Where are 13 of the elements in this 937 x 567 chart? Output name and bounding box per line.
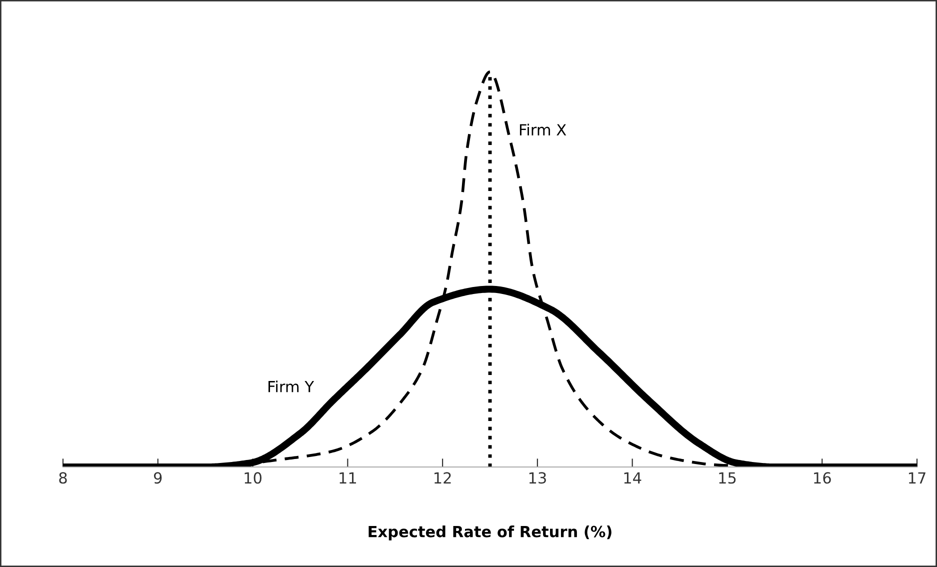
x-tick-label: 17 [908,472,926,484]
x-tick-label: 16 [814,472,831,484]
x-axis-title: Expected Rate of Return (%) [368,526,612,540]
x-tick-label: 13 [529,472,546,484]
series-label: Firm Y [268,380,314,392]
x-tick-label: 11 [340,472,356,484]
x-tick-label: 12 [434,472,451,484]
x-tick-label: 14 [624,472,642,484]
x-tick-label: 8 [59,472,67,484]
series-label: Firm X [520,124,566,136]
x-tick-label: 9 [154,472,162,484]
x-tick-label: 10 [244,472,262,484]
x-tick-label: 15 [719,472,736,484]
